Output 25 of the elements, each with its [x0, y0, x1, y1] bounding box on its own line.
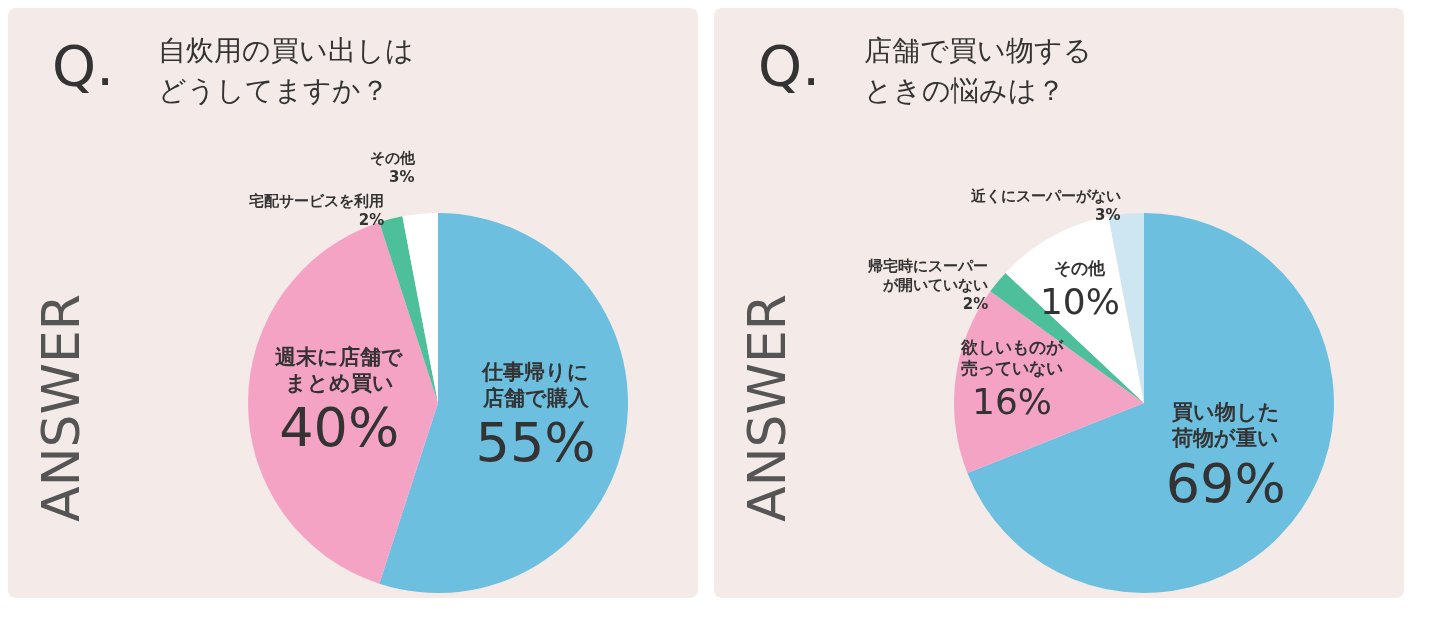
chart-title: 自炊用の買い出しはどうしてますか？ — [158, 34, 414, 107]
text: Q. — [758, 33, 820, 98]
slice-label: その他 — [369, 149, 416, 168]
chart-title: 店舗で買い物するときの悩みは？ — [864, 34, 1092, 107]
data-label: 16% — [972, 381, 1053, 423]
slice-label: 帰宅時にスーパーが開いていない — [867, 257, 989, 295]
data-label: 2% — [358, 211, 385, 230]
data-label: 3% — [1095, 206, 1121, 225]
data-label: 40% — [279, 396, 400, 459]
slice-label: 仕事帰りに店舗で購入 — [481, 359, 590, 411]
slice-label: 近くにスーパーがない — [969, 187, 1121, 206]
data-label: 69% — [1165, 451, 1286, 515]
slice-label: その他 — [1054, 258, 1107, 279]
data-label: 10% — [1039, 281, 1120, 323]
slice-label: 宅配サービスを利用 — [249, 192, 385, 211]
data-label: 2% — [962, 295, 989, 314]
text: ANSWER — [31, 294, 91, 522]
slice-label: 週末に店舗でまとめ買い — [275, 344, 404, 395]
text: Q. — [52, 33, 114, 98]
data-label: 55% — [475, 411, 596, 475]
slice-label: 欲しいものが売っていない — [960, 336, 1065, 379]
pie-slice — [402, 213, 438, 403]
data-label: 3% — [389, 168, 415, 187]
text: ANSWER — [737, 294, 797, 522]
slice-label: 買い物した荷物が重い — [1170, 400, 1280, 451]
